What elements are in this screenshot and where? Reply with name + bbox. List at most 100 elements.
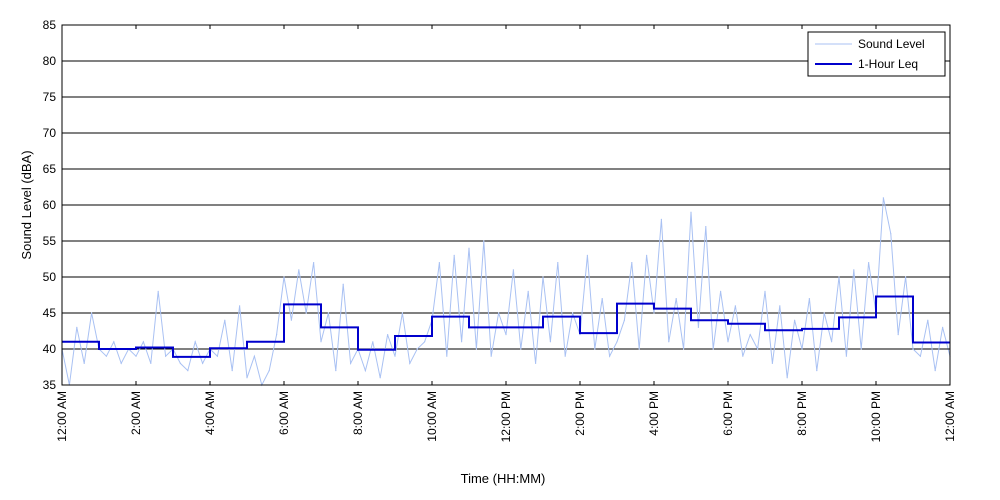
sound-level-point (216, 355, 218, 357)
sound-level-point (320, 341, 322, 343)
sound-level-point (239, 305, 241, 307)
sound-level-point (305, 312, 307, 314)
sound-level-point (609, 355, 611, 357)
sound-level-point (919, 355, 922, 357)
sound-level-point (660, 218, 663, 220)
sound-level-point (572, 312, 574, 314)
sound-level-point (135, 355, 137, 357)
sound-level-point (527, 290, 529, 292)
sound-level-point (335, 370, 337, 372)
sound-level-point (475, 348, 477, 350)
sound-level-point (416, 348, 418, 350)
sound-level-point (557, 262, 559, 264)
sound-level-point (771, 362, 774, 364)
legend: Sound Level 1-Hour Leq (807, 31, 946, 77)
sound-level-point (253, 355, 255, 357)
sound-level-point (905, 276, 907, 278)
sound-level-point (394, 355, 396, 357)
sound-level-point (327, 312, 329, 314)
sound-level-point (549, 341, 552, 343)
sound-level-point (438, 262, 440, 264)
sound-level-point (498, 312, 500, 314)
sound-level-point (165, 355, 167, 357)
sound-level-point (934, 370, 936, 372)
y-tick-label: 85 (43, 18, 57, 32)
y-tick-label: 65 (43, 162, 57, 176)
sound-level-point (83, 362, 85, 364)
sound-level-point (853, 269, 855, 271)
sound-level-point (786, 377, 788, 379)
sound-level-point (409, 362, 411, 364)
sound-level-point (727, 341, 729, 343)
sound-level-point (631, 262, 633, 264)
sound-level-point (283, 276, 285, 278)
sound-level-point (231, 370, 233, 372)
sound-level-point (313, 262, 315, 264)
sound-level-point (838, 276, 840, 278)
sound-level-point (690, 211, 692, 213)
y-axis-title: Sound Level (dBA) (19, 150, 34, 259)
sound-level-point (757, 348, 759, 350)
sound-level-point (927, 319, 929, 321)
hourly-leq-series (62, 295, 950, 358)
x-tick-label: 6:00 AM (277, 391, 291, 435)
sound-level-point (845, 355, 848, 357)
sound-level-point (646, 254, 648, 256)
sound-level-point (816, 370, 818, 372)
sound-level-point (268, 370, 270, 372)
sound-level-point (801, 348, 803, 350)
sound-level-point (105, 355, 107, 357)
y-tick-label: 75 (43, 90, 57, 104)
sound-level-point (942, 326, 944, 328)
x-tick-label: 10:00 PM (869, 391, 883, 442)
sound-level-point (638, 348, 640, 350)
sound-level-point (668, 341, 670, 343)
sound-level-point (535, 362, 537, 364)
legend-box (807, 31, 946, 77)
sound-level-point (831, 341, 833, 343)
x-tick-label: 8:00 AM (351, 391, 365, 435)
sound-level-point (290, 319, 292, 321)
sound-level-point (520, 348, 522, 350)
sound-level-point (616, 341, 618, 343)
sound-level-point (91, 312, 93, 314)
sound-level-point (179, 362, 181, 364)
sound-level-point (505, 334, 507, 336)
y-tick-label: 40 (43, 342, 57, 356)
sound-level-point (512, 269, 515, 271)
y-tick-label: 35 (43, 378, 57, 392)
sound-level-point (424, 341, 426, 343)
sound-level-point (808, 298, 811, 300)
sound-level-point (623, 319, 626, 321)
sound-level-point (350, 362, 352, 364)
sound-level-point (468, 247, 470, 249)
sound-level-point (157, 290, 159, 292)
sound-level-point (697, 326, 700, 328)
hourly-leq-line (62, 295, 950, 358)
sound-level-point (579, 334, 581, 336)
sound-level-point (794, 319, 796, 321)
x-tick-label: 6:00 PM (721, 391, 735, 436)
legend-label-sound-level: Sound Level (858, 37, 925, 51)
sound-level-point (401, 312, 403, 314)
x-tick-label: 4:00 AM (203, 391, 217, 435)
sound-level-point (860, 348, 862, 350)
sound-level-point (912, 348, 914, 350)
sound-level-point (387, 334, 389, 336)
sound-level-point (461, 341, 463, 343)
sound-level-point (734, 305, 737, 307)
sound-level-point (764, 290, 766, 292)
x-tick-label: 8:00 PM (795, 391, 809, 436)
sound-level-point (897, 334, 899, 336)
sound-level-point (150, 362, 152, 364)
y-tick-label: 60 (43, 198, 57, 212)
sound-level-point (446, 355, 448, 357)
x-tick-label: 2:00 PM (573, 391, 587, 436)
sound-level-point (882, 197, 885, 199)
y-tick-label: 80 (43, 54, 57, 68)
sound-level-point (372, 341, 374, 343)
sound-level-point (683, 348, 685, 350)
y-tick-label: 50 (43, 270, 57, 284)
